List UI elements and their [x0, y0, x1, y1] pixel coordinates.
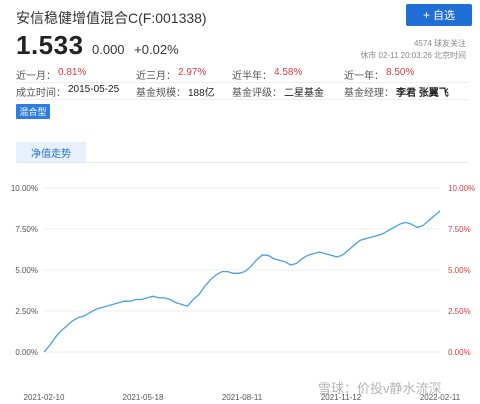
series-line: [43, 210, 441, 353]
add-to-watchlist-button[interactable]: + 自选: [406, 4, 472, 26]
y-tick-right: 7.50%: [448, 225, 471, 234]
stat-size: 基金规模： 188亿: [136, 87, 215, 99]
y-tick-right: 5.00%: [448, 266, 471, 275]
stats-row-returns: 近一月： 0.81% 近三月： 2.97% 近半年： 4.58% 近一年： 8.…: [16, 66, 468, 83]
stat-3m: 近三月： 2.97%: [136, 66, 207, 82]
stat-inception: 成立时间： 2015-05-25: [16, 83, 120, 99]
market-status: 休市 02-11 20:03:26 北京时间: [360, 51, 466, 60]
y-tick-left: 7.50%: [15, 225, 38, 234]
tab-nav-trend[interactable]: 净值走势: [16, 142, 86, 162]
change-value: 0.000: [92, 42, 125, 57]
fund-price: 1.533: [16, 30, 84, 60]
y-tick-left: 0.00%: [15, 348, 38, 357]
y-axis-left: 10.00% 7.50% 5.00% 2.50% 0.00%: [11, 184, 38, 357]
stat-rating: 基金评级： 二星基金: [232, 87, 324, 99]
stat-1y: 近一年： 8.50%: [344, 66, 415, 82]
y-tick-left: 10.00%: [11, 184, 38, 193]
chart-grid: [44, 187, 440, 353]
x-tick-label: 2021-05-18: [123, 393, 164, 402]
fund-title: 安信稳健增值混合C(F:001338): [16, 10, 207, 26]
y-tick-right: 0.00%: [448, 348, 471, 357]
add-button-label: 自选: [433, 10, 455, 22]
y-tick-right: 10.00%: [448, 184, 475, 193]
x-axis: 2021-02-10 2021-05-18 2021-08-11 2021-11-12…: [24, 393, 461, 402]
stat-1m: 近一月： 0.81%: [16, 66, 87, 82]
x-tick-label: 2022-02-11: [420, 393, 461, 402]
nav-trend-chart: 10.00% 7.50% 5.00% 2.50% 0.00% 10.00% 7.50% 5.…: [11, 184, 475, 402]
follower-count[interactable]: 4574 球友关注: [413, 39, 466, 48]
watermark-text: 雪球：价投v静水流深: [318, 381, 442, 396]
x-tick-label: 2021-02-10: [24, 393, 65, 402]
fund-type-badge: 混合型: [16, 104, 50, 119]
price-change: 0.000 +0.02%: [92, 42, 185, 57]
x-tick-label: 2021-11-12: [321, 393, 362, 402]
y-tick-right: 2.50%: [448, 307, 471, 316]
change-percent: +0.02%: [134, 42, 179, 57]
x-tick-label: 2021-08-11: [222, 393, 263, 402]
y-tick-left: 5.00%: [15, 266, 38, 275]
y-tick-left: 2.50%: [15, 307, 38, 316]
y-axis-right: 10.00% 7.50% 5.00% 2.50% 0.00%: [448, 184, 475, 357]
stat-6m: 近半年： 4.58%: [232, 66, 303, 82]
tab-divider: [16, 162, 468, 163]
plus-icon: +: [422, 8, 430, 22]
fund-stats: 近一月： 0.81% 近三月： 2.97% 近半年： 4.58% 近一年： 8.…: [16, 66, 468, 100]
stat-manager: 基金经理： 李君 张翼飞: [344, 87, 449, 99]
stats-row-info: 成立时间： 2015-05-25 基金规模： 188亿 基金评级： 二星基金 基…: [16, 83, 468, 100]
